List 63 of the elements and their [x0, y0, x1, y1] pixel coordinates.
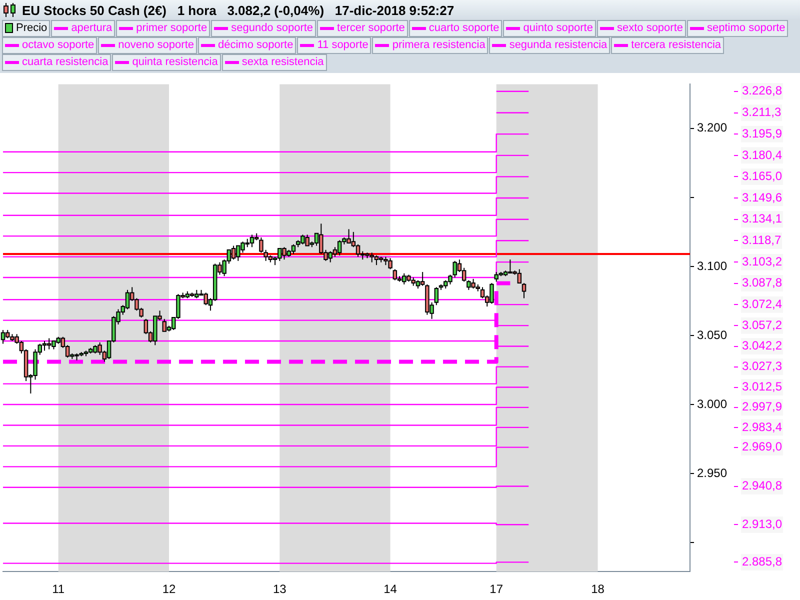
- x-tick-label: 12: [162, 582, 176, 596]
- y2-tick-label: 3.165,0: [742, 169, 782, 184]
- candlestick: [0, 329, 6, 344]
- y-tick-label: 3.000: [697, 396, 728, 411]
- candlestick: [522, 282, 526, 299]
- legend-label: noveno soporte: [98, 37, 197, 54]
- legend-label: décimo soporte: [198, 37, 296, 54]
- legend-label: primer soporte: [116, 20, 210, 37]
- y-tick-label: 2.950: [697, 466, 728, 480]
- y2-tick-label: 3.042,2: [742, 338, 782, 353]
- chart-title: EU Stocks 50 Cash (2€) 1 hora 3.082,2 (-0,04%) 17-dic-2018 9:52:27: [22, 2, 454, 18]
- legend-label: 11 soporte: [297, 37, 372, 54]
- y2-tick-label: 3.103,2: [742, 254, 782, 268]
- y2-tick-label: 3.211,3: [742, 105, 782, 120]
- y2-tick-label: 2.969,0: [742, 440, 782, 454]
- y-tick-label: 3.200: [697, 120, 728, 135]
- y2-tick-label: 2.885,8: [742, 554, 782, 569]
- y2-tick-label: 2.913,0: [742, 516, 782, 531]
- y2-tick-label: 2.983,4: [742, 420, 782, 434]
- candlestick: [462, 267, 466, 282]
- candlestick: [480, 286, 485, 299]
- legend-label: sexta resistencia: [222, 54, 327, 71]
- y2-tick-label: 3.012,5: [742, 380, 782, 394]
- candlestick: [291, 244, 296, 255]
- legend-label: Precio: [2, 20, 50, 37]
- y2-tick-label: 3.118,7: [742, 232, 782, 247]
- y2-tick-label: 3.195,9: [742, 126, 782, 140]
- legend-label: apertura: [51, 20, 116, 37]
- y2-tick-label: 3.134,1: [742, 212, 782, 226]
- legend-label: cuarto soporte: [408, 20, 502, 37]
- x-tick-label: 14: [384, 582, 398, 596]
- y2-tick-label: 3.226,8: [742, 84, 782, 98]
- y-tick-label: 3.050: [697, 328, 728, 342]
- legend-label: octavo soporte: [2, 37, 98, 54]
- y2-tick-label: 3.027,3: [742, 359, 782, 374]
- y2-tick-label: 2.940,8: [742, 478, 782, 493]
- y-tick-label: 3.100: [697, 258, 728, 273]
- y2-tick-label: 2.997,9: [742, 400, 782, 414]
- candlestick: [392, 268, 398, 281]
- legend-label: tercer soporte: [317, 20, 408, 37]
- y2-tick-label: 3.057,2: [742, 318, 782, 332]
- x-tick-label: 18: [591, 582, 605, 596]
- legend-label: septimo soporte: [687, 20, 788, 37]
- legend-label: primera resistencia: [372, 37, 488, 54]
- y2-tick-label: 3.072,4: [742, 296, 782, 311]
- legend-label: segunda resistencia: [489, 37, 610, 54]
- legend-label: sexto soporte: [596, 20, 686, 37]
- candlestick: [434, 286, 439, 306]
- candlestick: [259, 236, 264, 254]
- candlestick: [420, 271, 425, 286]
- y2-tick-label: 3.180,4: [742, 148, 782, 162]
- legend-label: cuarta resistencia: [2, 54, 112, 71]
- x-tick-label: 11: [52, 582, 65, 596]
- y2-tick-label: 3.149,6: [742, 190, 782, 204]
- x-tick-label: 17: [490, 582, 504, 596]
- candlestick: [250, 234, 254, 248]
- legend-label: quinto soporte: [503, 20, 596, 37]
- x-tick-label: 13: [272, 582, 287, 596]
- legend-label: segundo soporte: [211, 20, 316, 37]
- y2-tick-label: 3.087,8: [742, 276, 782, 290]
- candlestick: [125, 289, 130, 310]
- legend-label: quinta resistencia: [112, 54, 221, 71]
- legend-label: tercera resistencia: [611, 37, 724, 54]
